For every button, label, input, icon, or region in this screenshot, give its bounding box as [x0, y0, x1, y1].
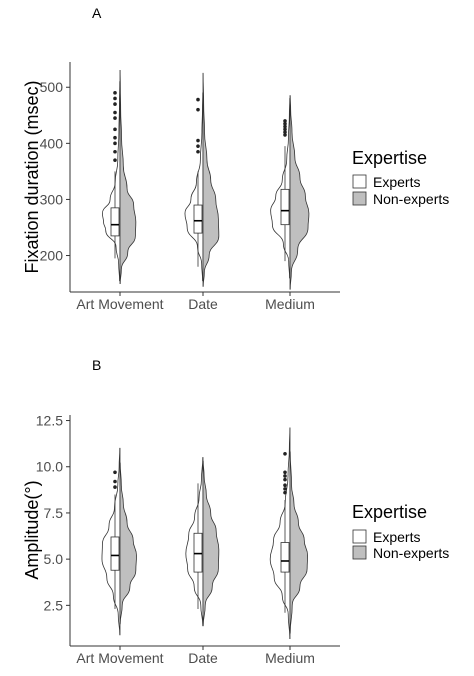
panel-0-box-date	[193, 204, 203, 234]
panel-0-violin-experts-medium	[270, 98, 291, 279]
panel-0-x-tick-label-medium: Medium	[265, 296, 315, 312]
panel-1-box-medium	[280, 542, 290, 573]
panel-1-y-tick-label: 7.5	[44, 505, 64, 521]
panel-1-y-tick-label: 12.5	[36, 413, 63, 429]
panel-0-outlier-date	[196, 149, 200, 154]
panel-0-outlier-art-movement	[113, 102, 117, 106]
panel-0-outlier-date	[196, 138, 200, 143]
panel-1-outlier-art-movement	[113, 479, 117, 484]
panel-0-outlier-art-movement	[113, 116, 117, 120]
panel-0-violin-non-experts-date	[202, 72, 220, 287]
panel-a-legend: Expertise Experts Non-experts	[352, 148, 449, 207]
panel-a-legend-label-non-experts: Non-experts	[373, 191, 449, 207]
panel-1-x-tick-label-medium: Medium	[265, 650, 315, 666]
panel-0-outlier-medium	[283, 127, 287, 132]
panel-1-outlier-medium	[283, 483, 287, 488]
panel-0-outlier-medium	[283, 130, 287, 134]
panel-0-outlier-art-movement	[113, 141, 117, 146]
panel-0-x-tick-label-date: Date	[188, 296, 218, 312]
panel-b-plot: 2.5 5.0 7.5 10.0 12.5 Art Movement Date Medium	[36, 413, 340, 666]
panel-0-outlier-art-movement	[113, 158, 117, 162]
panel-0-x-tick-label-art-movement: Art Movement	[76, 296, 163, 312]
panel-1-violin-non-experts-art-movement	[119, 462, 137, 625]
panel-b-legend-label-experts: Experts	[373, 529, 420, 545]
panel-a-legend-label-experts: Experts	[373, 174, 420, 190]
panel-1-outlier-art-movement	[113, 485, 117, 489]
panel-0-outlier-medium	[283, 121, 287, 126]
panel-b-legend: Expertise Experts Non-experts	[352, 502, 449, 561]
panel-0-outlier-art-movement	[113, 96, 117, 101]
panel-0-violin-non-experts-art-movement	[119, 70, 137, 284]
panel-a-legend-title: Expertise	[352, 148, 427, 168]
panel-1-outlier-medium	[283, 490, 287, 495]
panel-1-outlier-medium	[283, 470, 287, 475]
panel-a: A Fixation duration (msec) 200 300 400 500 A…	[22, 5, 449, 312]
panel-0-outlier-art-movement	[113, 110, 117, 115]
panel-b-tag: B	[92, 357, 101, 373]
panel-1-x-tick-label-date: Date	[188, 650, 218, 666]
panel-0-outlier-medium	[283, 124, 287, 129]
panel-0-box-art-movement	[110, 207, 120, 237]
panel-b: B Amplitude(°) 2.5 5.0 7.5 10.0 12.5 Art Move…	[22, 357, 449, 666]
panel-0-y-tick-label: 500	[40, 79, 64, 95]
panel-0-outlier-medium	[283, 119, 287, 123]
panel-b-y-axis-title: Amplitude(°)	[22, 480, 42, 579]
panel-0-outlier-art-movement	[113, 127, 117, 132]
panel-0-outlier-date	[196, 97, 200, 102]
panel-0-outlier-art-movement	[113, 149, 117, 154]
panel-a-legend-swatch-experts	[352, 174, 367, 189]
panel-0-outlier-date	[196, 107, 200, 112]
panel-1-outlier-medium	[283, 474, 287, 478]
panel-1-box-art-movement	[110, 536, 120, 571]
panel-1-x-tick-label-art-movement: Art Movement	[76, 650, 163, 666]
panel-1-box-date	[193, 532, 203, 573]
panel-1-violin-non-experts-medium	[289, 451, 309, 634]
panel-1-y-tick-label: 10.0	[36, 459, 63, 475]
panel-0-violin-experts-art-movement	[101, 81, 121, 282]
panel-a-legend-swatch-non-experts	[352, 191, 367, 206]
panel-1-outlier-medium	[283, 452, 287, 456]
panel-b-legend-swatch-experts	[352, 529, 367, 544]
panel-b-legend-swatch-non-experts	[352, 545, 367, 560]
panel-1-violin-non-experts-date	[202, 460, 220, 627]
panel-1-outlier-medium	[283, 477, 287, 482]
panel-0-y-tick-label: 300	[40, 191, 64, 207]
panel-0-outlier-medium	[283, 133, 287, 137]
panel-0-y-tick-label: 200	[40, 248, 64, 264]
panel-0-violin-non-experts-medium	[289, 95, 310, 290]
panel-1-violin-experts-medium	[269, 427, 291, 640]
panel-0-violin-experts-date	[184, 92, 204, 282]
panel-1-outlier-art-movement	[113, 470, 117, 475]
panel-a-tag: A	[92, 5, 102, 21]
panel-a-y-axis-title: Fixation duration (msec)	[22, 80, 42, 273]
panel-0-outlier-art-movement	[113, 91, 117, 95]
panel-b-legend-label-non-experts: Non-experts	[373, 545, 449, 561]
panel-a-plot: 200 300 400 500 Art Movement Date Medium	[40, 62, 340, 312]
panel-1-y-tick-label: 2.5	[44, 597, 64, 613]
panel-0-outlier-date	[196, 144, 200, 148]
panel-1-y-tick-label: 5.0	[44, 551, 64, 567]
panel-0-box-medium	[280, 188, 290, 226]
panel-b-legend-title: Expertise	[352, 502, 427, 522]
panel-1-outlier-medium	[283, 487, 287, 491]
panel-0-outlier-art-movement	[113, 135, 117, 140]
panel-0-y-tick-label: 400	[40, 135, 64, 151]
